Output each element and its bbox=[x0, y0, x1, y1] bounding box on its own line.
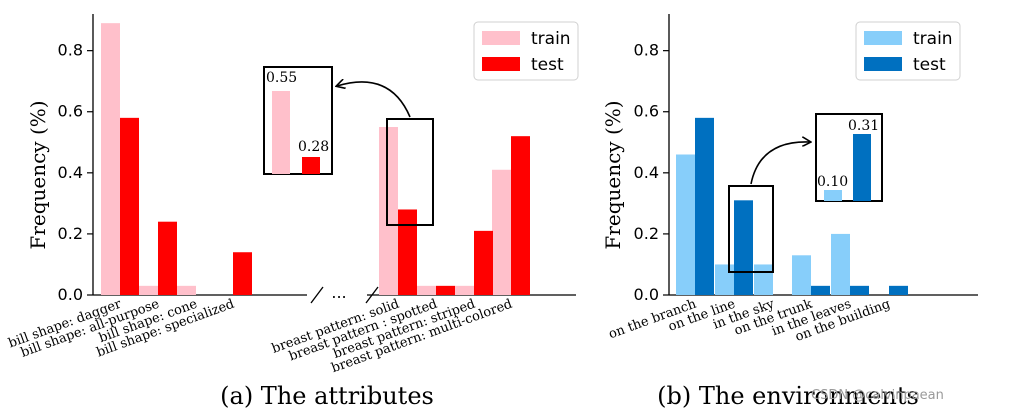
legend-label-train: train bbox=[913, 29, 953, 49]
y-tick-label: 0.8 bbox=[58, 41, 83, 60]
bar-test bbox=[474, 230, 493, 295]
inset-bar-test bbox=[853, 134, 871, 201]
bar-test bbox=[734, 200, 753, 295]
axis-break-mark bbox=[310, 286, 324, 304]
legend-label-train: train bbox=[531, 29, 571, 49]
inset-label-train: 0.55 bbox=[266, 70, 297, 86]
legend-swatch-test bbox=[482, 57, 520, 71]
y-tick-label: 0.2 bbox=[634, 224, 659, 243]
bar-test bbox=[695, 117, 714, 295]
legend-swatch-test bbox=[864, 57, 902, 71]
legend-swatch-train bbox=[482, 31, 520, 45]
y-axis-label: Frequency (%) bbox=[26, 100, 50, 249]
bar-test bbox=[436, 285, 455, 295]
bar-test bbox=[158, 221, 177, 295]
bar-train bbox=[379, 127, 398, 296]
zoom-inset: 0.55 0.28 bbox=[263, 66, 434, 226]
axis-break-mark bbox=[365, 286, 379, 304]
bar-train bbox=[754, 264, 773, 295]
bar-test bbox=[811, 285, 830, 295]
bar-train bbox=[417, 285, 436, 295]
axis-break-ellipsis: ... bbox=[331, 283, 346, 302]
bar-train bbox=[792, 255, 811, 295]
y-tick-label: 0.0 bbox=[634, 285, 659, 304]
inset-frame bbox=[263, 66, 333, 175]
y-tick-label: 0.2 bbox=[58, 224, 83, 243]
y-tick-label: 0.4 bbox=[634, 163, 659, 182]
y-tick-label: 0.6 bbox=[634, 102, 659, 121]
inset-bar-train bbox=[272, 91, 290, 174]
bar-train bbox=[139, 285, 158, 295]
y-tick-label: 0.8 bbox=[634, 41, 659, 60]
legend-label-test: test bbox=[913, 55, 946, 75]
zoom-highlight-box bbox=[728, 185, 774, 273]
inset-label-test: 0.28 bbox=[298, 139, 329, 155]
legend: train test bbox=[473, 21, 579, 81]
legend-swatch-train bbox=[864, 31, 902, 45]
zoom-arrow bbox=[750, 142, 810, 185]
watermark: CSDN @calvinpaean bbox=[811, 388, 944, 403]
bar-train bbox=[177, 285, 196, 295]
bar-train bbox=[101, 23, 120, 295]
inset-bar-train bbox=[824, 190, 842, 201]
bar-train bbox=[492, 169, 511, 295]
zoom-inset: 0.10 0.31 bbox=[728, 113, 883, 273]
y-tick-label: 0.6 bbox=[58, 102, 83, 121]
legend-label-test: test bbox=[531, 55, 564, 75]
bar-train bbox=[715, 264, 734, 295]
chart-caption: (a) The attributes bbox=[220, 382, 434, 410]
bar-test bbox=[233, 252, 252, 295]
chart-environments: Frequency (%) (b) The environments 0.0 0.… bbox=[601, 14, 978, 410]
bar-test bbox=[850, 285, 869, 295]
bar-train bbox=[455, 285, 474, 295]
bar-test bbox=[511, 136, 530, 295]
inset-label-test: 0.31 bbox=[848, 118, 879, 134]
y-axis-label: Frequency (%) bbox=[601, 100, 625, 249]
legend: train test bbox=[855, 21, 961, 81]
zoom-highlight-box bbox=[386, 118, 434, 226]
inset-label-train: 0.10 bbox=[817, 174, 848, 190]
inset-frame bbox=[815, 113, 883, 202]
y-tick-label: 0.0 bbox=[58, 285, 83, 304]
zoom-arrow bbox=[337, 82, 411, 118]
bar-test bbox=[120, 117, 139, 295]
bar-test bbox=[398, 209, 417, 295]
chart-caption: (b) The environments bbox=[657, 382, 919, 410]
chart-attributes: ... Frequency (%) (a) The attributes 0.0… bbox=[7, 14, 579, 410]
bar-train bbox=[676, 154, 695, 295]
inset-bar-test bbox=[302, 157, 320, 174]
bar-test bbox=[889, 285, 908, 295]
y-tick-label: 0.4 bbox=[58, 163, 83, 182]
bar-train bbox=[831, 233, 850, 295]
